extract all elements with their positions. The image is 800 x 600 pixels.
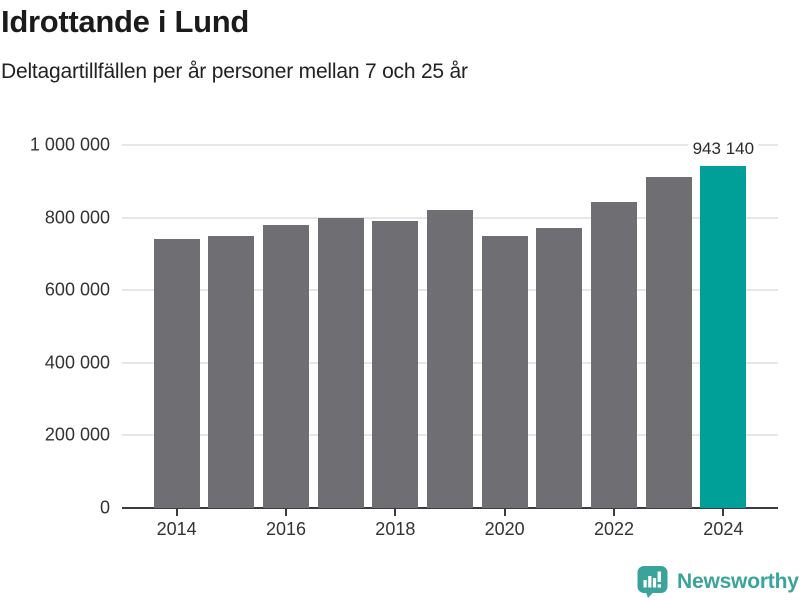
bar-2015: [208, 235, 255, 508]
plot-area: 943 140 2014 2016 2018 2020 2022 2024: [122, 138, 778, 539]
x-tick-label: 2018: [375, 519, 416, 539]
bar-2014: [153, 239, 200, 508]
bar-2020: [481, 235, 528, 508]
highlight-value-label: 943 140: [688, 138, 759, 159]
x-tick-label: 2014: [156, 519, 197, 539]
y-tick-label: 600 000: [44, 279, 110, 300]
brand-footer: Newsworthy: [636, 565, 799, 599]
x-tick-label: 2016: [265, 519, 307, 539]
chart-subtitle: Deltagartillfällen per år personer mella…: [1, 60, 468, 83]
brand-name: Newsworthy: [677, 570, 799, 593]
x-axis-tick: [722, 509, 725, 516]
bar-2017: [317, 217, 364, 508]
bar-2016: [263, 224, 309, 508]
x-axis-tick: [285, 509, 287, 516]
x-axis-tick: [394, 509, 397, 516]
bar-2022: [591, 202, 637, 508]
y-tick-label: 1 000 000: [29, 134, 110, 155]
bar-2024: [700, 165, 747, 508]
x-axis-tick: [503, 509, 506, 516]
x-tick-label: 2022: [593, 519, 635, 539]
bar-2023: [645, 176, 692, 508]
x-tick-label: 2024: [703, 519, 744, 539]
bar-2021: [536, 227, 583, 508]
x-axis-tick: [613, 509, 615, 516]
y-tick-label: 200 000: [44, 424, 110, 445]
gridline: [122, 144, 778, 146]
newsworthy-logo-icon: [637, 566, 668, 598]
bar-2018: [372, 221, 419, 508]
bar-2019: [427, 210, 473, 508]
chart-title: Idrottande i Lund: [1, 4, 250, 39]
x-tick-label: 2020: [484, 519, 525, 539]
y-tick-label: 0: [99, 497, 110, 518]
y-tick-label: 800 000: [44, 207, 110, 228]
y-tick-label: 400 000: [44, 352, 110, 373]
x-axis-tick: [175, 509, 178, 516]
